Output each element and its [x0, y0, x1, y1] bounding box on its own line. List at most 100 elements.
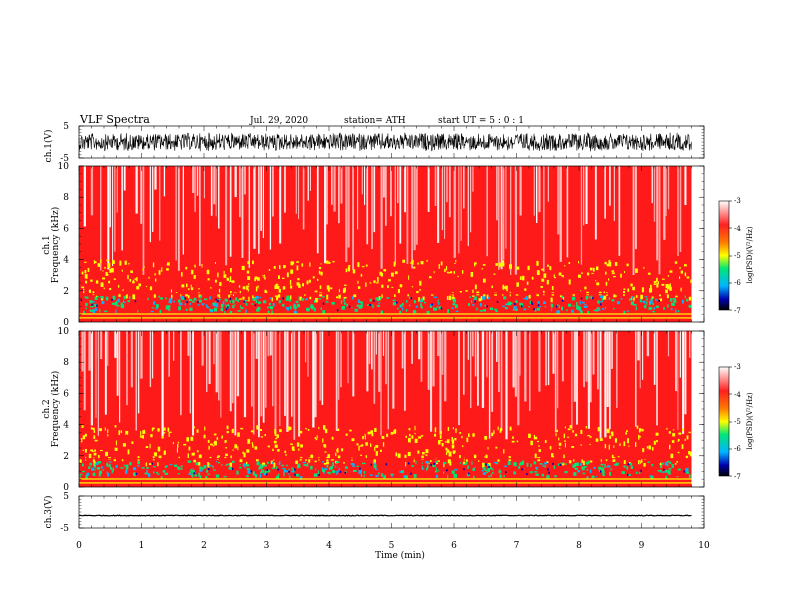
spectrogram-speckle — [550, 297, 553, 303]
spectrogram-lowband — [200, 468, 202, 470]
spectrogram-lowband — [601, 463, 604, 465]
spectrogram-streak — [272, 166, 274, 217]
spectrogram-lowband — [601, 297, 603, 302]
spectrogram-speckle — [198, 454, 202, 459]
ch1-spectrogram-ylabel-channel: ch.1 — [42, 235, 52, 254]
spectrogram-speckle — [338, 289, 340, 293]
spectrogram-speckle — [374, 427, 377, 432]
spectrogram-streak — [682, 331, 685, 434]
spectrogram-lowband — [313, 473, 318, 477]
spectrogram-lowband — [164, 465, 167, 469]
spectrogram-speckle — [536, 260, 539, 266]
spectrogram-lowband — [214, 307, 218, 312]
spectrogram-lowband — [536, 469, 538, 470]
spectrogram-speckle — [84, 448, 87, 453]
spectrogram-streak — [293, 331, 296, 440]
spectrogram-lowband — [199, 295, 202, 299]
spectrogram-line — [79, 478, 692, 480]
spectrogram-lowband — [168, 298, 173, 301]
spectrogram-speckle — [185, 266, 188, 270]
spectrogram-speckle — [318, 270, 321, 275]
spectrogram-lowband — [483, 463, 486, 465]
spectrogram-streak — [554, 331, 557, 433]
spectrogram-lowband — [375, 474, 379, 478]
spectrogram-speckle — [613, 445, 615, 448]
spectrogram-lowband — [487, 467, 490, 469]
spectrogram-lowband — [341, 306, 345, 310]
spectrogram-speckle — [295, 460, 298, 464]
spectrogram-speckle — [153, 452, 156, 456]
spectrogram-lowband — [587, 310, 590, 314]
spectrogram-lowband — [296, 303, 300, 308]
spectrogram-lowband — [199, 469, 203, 472]
spectrogram-speckle — [604, 444, 607, 449]
spectrogram-lowband — [530, 463, 532, 467]
spectrogram-lowband — [671, 464, 674, 468]
spectrogram-streak — [177, 166, 180, 271]
spectrogram-speckle — [549, 446, 552, 450]
spectrogram-lowband — [426, 467, 428, 471]
spectrogram-speckle — [206, 269, 210, 275]
spectrogram-speckle — [583, 460, 585, 466]
spectrogram-spot — [111, 298, 113, 301]
spectrogram-streak — [604, 166, 606, 219]
spectrogram-streak — [498, 331, 500, 392]
spectrogram-lowband — [106, 462, 108, 467]
spectrogram-speckle — [572, 430, 574, 433]
spectrogram-speckle — [318, 266, 322, 270]
spectrogram-speckle — [125, 295, 128, 299]
spectrogram-speckle — [675, 295, 678, 298]
spectrogram-speckle — [596, 282, 600, 286]
spectrogram-speckle — [109, 268, 112, 273]
spectrogram-lowband — [160, 476, 163, 480]
spectrogram-speckle — [522, 275, 525, 281]
spectrogram-speckle — [352, 269, 356, 274]
spectrogram-lowband — [177, 299, 181, 303]
spectrogram-speckle — [659, 298, 663, 302]
spectrogram-lowband — [220, 304, 223, 307]
spectrogram-speckle — [383, 269, 387, 272]
spectrogram-lowband — [157, 473, 160, 475]
spectrogram-speckle — [252, 260, 254, 265]
spectrogram-streak — [437, 166, 440, 243]
x-tick-label: 7 — [514, 541, 520, 551]
spectrogram-lowband — [596, 307, 599, 309]
spectrogram-streak — [385, 331, 387, 385]
spectrogram-lowband — [534, 308, 537, 312]
spectrogram-lowband — [482, 467, 486, 470]
y-tick-label: 10 — [58, 162, 70, 172]
spectrogram-lowband — [209, 296, 211, 300]
spectrogram-lowband — [215, 300, 217, 303]
spectrogram-speckle — [380, 449, 382, 452]
spectrogram-speckle — [569, 425, 572, 429]
spectrogram-lowband — [632, 304, 636, 306]
spectrogram-lowband — [199, 475, 202, 479]
spectrogram-lowband — [392, 299, 396, 302]
spectrogram-spot — [265, 473, 268, 476]
y-tick-label: 2 — [63, 287, 69, 297]
spectrogram-lowband — [602, 472, 605, 477]
spectrogram-lowband — [281, 464, 284, 467]
spectrogram-streak — [83, 331, 86, 411]
spectrogram-speckle — [440, 431, 442, 435]
spectrogram-speckle — [679, 267, 681, 269]
spectrogram-speckle — [335, 452, 337, 456]
spectrogram-streak — [675, 331, 678, 392]
spectrogram-lowband — [533, 461, 537, 465]
spectrogram-speckle — [150, 434, 153, 438]
spectrogram-lowband — [616, 301, 620, 305]
spectrogram-speckle — [388, 279, 391, 282]
spectrogram-lowband — [542, 464, 544, 467]
spectrogram-streak — [399, 166, 402, 244]
spectrogram-streak — [260, 166, 262, 231]
spectrogram-speckle — [515, 293, 519, 296]
spectrogram-streak — [189, 331, 191, 414]
spectrogram-streak — [199, 166, 201, 266]
spectrogram-lowband — [380, 310, 383, 314]
spectrogram-spot — [559, 464, 561, 466]
spectrogram-speckle — [680, 270, 683, 274]
spectrogram-streak — [557, 331, 559, 409]
spectrogram-lowband — [487, 468, 490, 472]
spectrogram-streak — [274, 331, 277, 434]
spectrogram-lowband — [418, 300, 422, 303]
